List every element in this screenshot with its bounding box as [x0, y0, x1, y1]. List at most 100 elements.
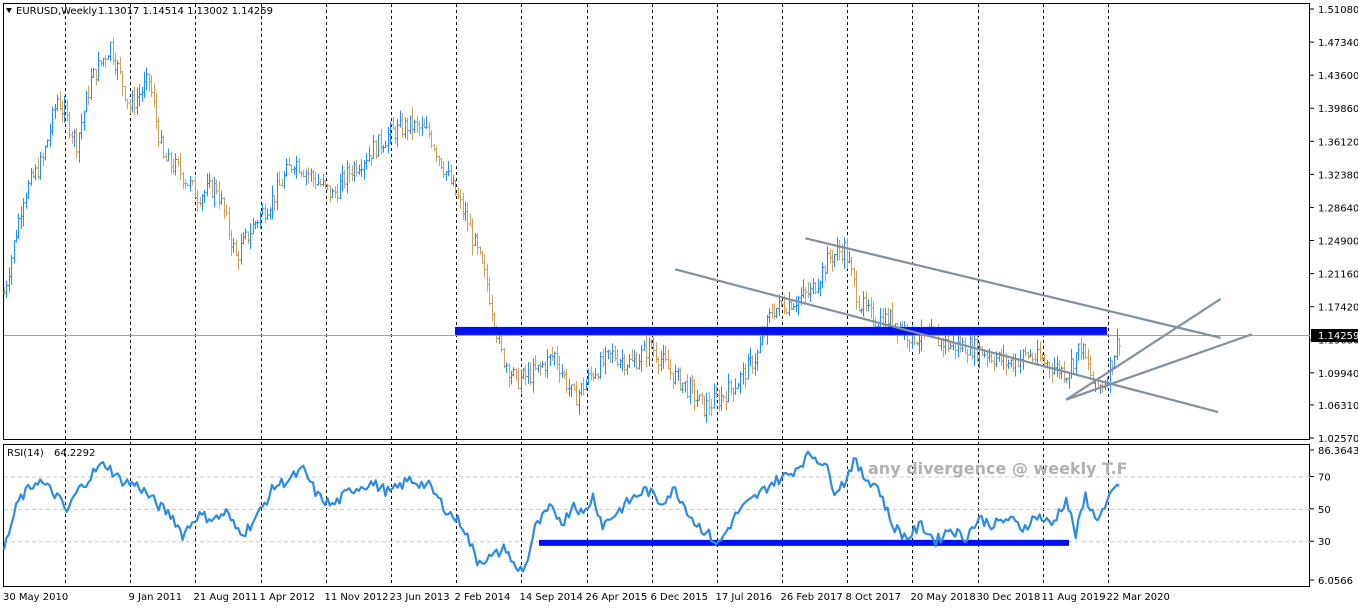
price-bar [833, 253, 836, 267]
price-bar [826, 246, 829, 274]
dropdown-triangle-icon[interactable] [6, 8, 12, 13]
price-bar [635, 352, 638, 370]
y-tick-label: 1.47340 [1318, 38, 1358, 49]
x-tick-label: 8 Oct 2017 [846, 592, 901, 603]
price-bar [640, 344, 643, 372]
price-bar [109, 41, 112, 61]
price-bar [565, 369, 568, 393]
price-bar [949, 342, 952, 350]
price-bar [225, 204, 228, 217]
price-bar [384, 140, 387, 149]
price-bar [570, 384, 573, 398]
price-bar [664, 345, 667, 363]
y-tick-label: 1.28640 [1318, 203, 1358, 214]
price-bar [203, 189, 206, 203]
y-tick-label: 1.51080 [1318, 5, 1358, 16]
price-bar [454, 180, 457, 196]
price-bar [249, 223, 252, 249]
price-bar [1072, 357, 1075, 375]
price-bar [628, 353, 631, 369]
rsi-tick-label: 86.3643 [1318, 446, 1358, 457]
y-tick-label: 1.24900 [1318, 237, 1358, 248]
price-bar [162, 135, 165, 159]
price-bar [355, 160, 358, 177]
price-bar [389, 121, 392, 144]
x-tick-label: 2 Feb 2014 [455, 592, 511, 603]
price-bar [785, 307, 788, 315]
rsi-value: 64.2292 [54, 448, 95, 459]
x-tick-label: 21 Aug 2011 [194, 592, 258, 603]
price-bar [17, 213, 20, 239]
price-bar [990, 352, 993, 364]
price-bar [1084, 343, 1087, 360]
price-bar [425, 116, 428, 129]
price-bar [196, 189, 199, 212]
price-bar [466, 202, 469, 232]
price-bar [908, 339, 911, 353]
price-bar [116, 60, 119, 80]
rsi-tick-label: 70 [1318, 472, 1331, 483]
price-bar [534, 355, 537, 371]
price-bar [138, 84, 141, 107]
zones-layer [455, 326, 1107, 546]
price-bar [133, 86, 136, 115]
x-tick-label: 1 Apr 2012 [260, 592, 315, 603]
price-bar [430, 130, 433, 149]
price-bar [295, 156, 298, 179]
price-bar [476, 232, 479, 255]
y-tick-label: 1.32380 [1318, 170, 1358, 181]
x-tick-label: 14 Sep 2014 [520, 592, 583, 603]
price-bar [56, 94, 59, 112]
price-bar [686, 374, 689, 399]
price-bar [546, 348, 549, 379]
price-bar [372, 134, 375, 159]
price-bar [483, 253, 486, 278]
price-bar [126, 99, 129, 110]
rsi-panel-frame [3, 444, 1310, 587]
price-bar [804, 287, 807, 303]
price-bar [715, 385, 718, 398]
trendlines-layer[interactable] [674, 237, 1253, 414]
price-bar [179, 152, 182, 180]
price-bar [406, 117, 409, 141]
price-bar [471, 218, 474, 256]
price-bar [256, 219, 259, 229]
price-bar [1089, 355, 1092, 380]
price-bar [331, 187, 334, 198]
price-bar [792, 303, 795, 310]
price-bar [710, 399, 713, 416]
price-bar [232, 238, 235, 253]
price-bar [191, 179, 194, 186]
price-bar [669, 358, 672, 381]
y-tick-label: 1.06310 [1318, 401, 1358, 412]
price-bar [121, 70, 124, 96]
price-bar [150, 74, 153, 97]
price-bar [220, 191, 223, 205]
price-support-zone [455, 326, 1107, 335]
price-bar [68, 112, 71, 139]
annotation-text[interactable]: any divergence @ weekly T.F [868, 459, 1128, 478]
ohlc-values: 1.13017 1.14514 1.13002 1.14259 [98, 6, 273, 17]
price-bar [843, 236, 846, 269]
price-bar [850, 257, 853, 276]
price-bar [739, 371, 742, 394]
x-tick-label: 30 May 2010 [3, 592, 68, 603]
price-bar [348, 163, 351, 183]
price-bar [75, 128, 78, 159]
price-bar [705, 392, 708, 423]
rsi-tick-label: 50 [1318, 505, 1331, 516]
price-bar [582, 377, 585, 396]
price-bar [442, 161, 445, 179]
price-bar [459, 189, 462, 210]
price-bar [5, 280, 8, 299]
price-bar [488, 276, 491, 306]
price-bar [244, 228, 247, 240]
price-bar [326, 183, 329, 191]
x-tick-label: 11 Aug 2019 [1042, 592, 1106, 603]
x-tick-label: 30 Dec 2018 [977, 592, 1041, 603]
y-tick-label: 1.17420 [1318, 303, 1358, 314]
price-bar [1118, 338, 1121, 356]
x-tick-label: 22 Mar 2020 [1107, 592, 1170, 603]
